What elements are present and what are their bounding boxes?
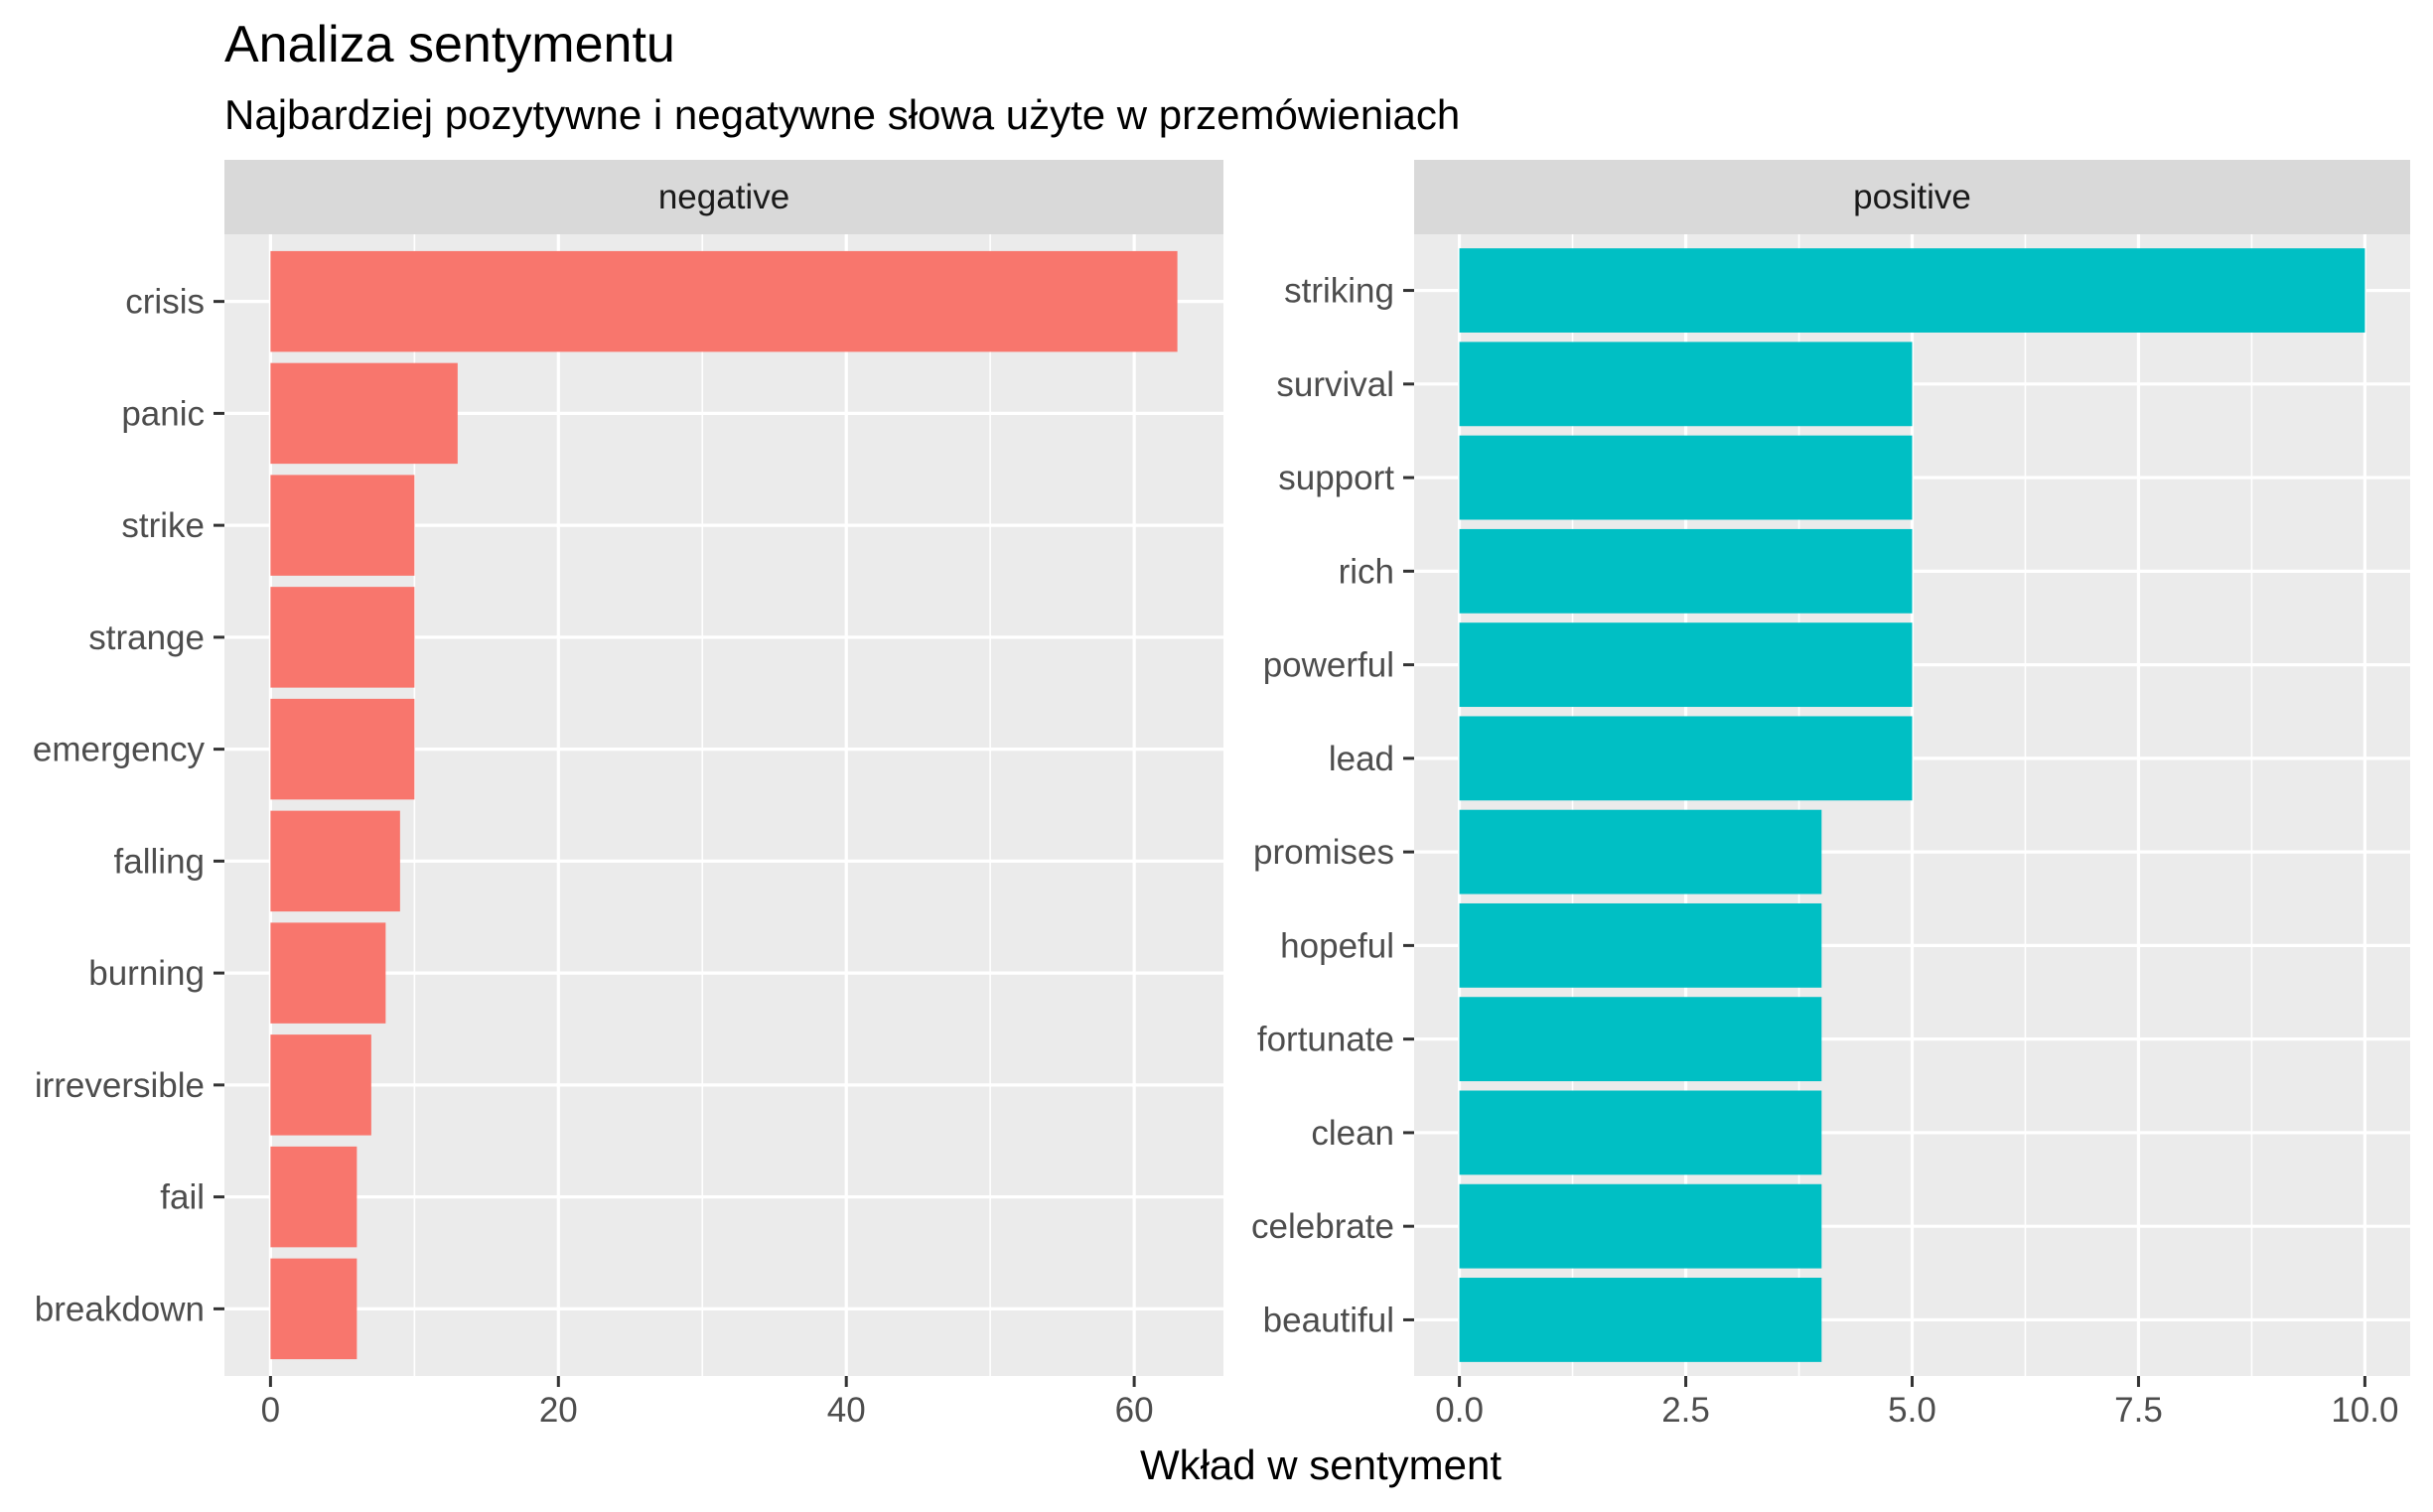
bar-irreversible: [270, 1034, 371, 1136]
bar-rich: [1459, 528, 1913, 614]
y-tick-label: striking: [1284, 272, 1394, 311]
facet-strip-label: negative: [658, 178, 789, 216]
y-tick-label: breakdown: [35, 1290, 205, 1328]
bar-strange: [270, 587, 415, 688]
x-tick-label: 60: [1115, 1391, 1154, 1430]
y-tick-label: strange: [88, 619, 205, 657]
y-tick-label: panic: [121, 394, 205, 433]
y-tick-label: promises: [1253, 833, 1394, 872]
bar-celebrate: [1459, 1183, 1822, 1269]
y-tick-label: crisis: [125, 283, 205, 322]
facet-strip-label: positive: [1853, 178, 1971, 216]
x-tick-label: 10.0: [2331, 1391, 2398, 1430]
y-tick-label: burning: [88, 954, 205, 993]
bar-clean: [1459, 1090, 1822, 1175]
chart-subtitle: Najbardziej pozytywne i negatywne słowa …: [224, 91, 1460, 138]
y-tick-label: support: [1278, 459, 1394, 497]
x-tick-label: 20: [539, 1391, 578, 1430]
facet-strip: [224, 160, 1223, 234]
x-tick-label: 2.5: [1661, 1391, 1710, 1430]
bar-fail: [270, 1146, 358, 1248]
y-tick-label: fortunate: [1257, 1021, 1394, 1059]
facet-positive: positive striking survival support rich power…: [1251, 160, 2410, 1430]
bar-lead: [1459, 716, 1913, 801]
bar-promises: [1459, 809, 1822, 894]
bar-falling: [270, 810, 400, 912]
y-tick-label: powerful: [1263, 646, 1394, 685]
bar-beautiful: [1459, 1278, 1822, 1362]
y-tick-label: survival: [1276, 365, 1394, 404]
y-tick-label: celebrate: [1251, 1207, 1394, 1246]
bar-crisis: [270, 250, 1178, 352]
bar-powerful: [1459, 622, 1913, 708]
y-tick-label: lead: [1329, 740, 1394, 778]
y-tick-label: strike: [121, 506, 205, 545]
x-tick-label: 7.5: [2114, 1391, 2163, 1430]
y-tick-label: clean: [1311, 1114, 1394, 1153]
bar-fortunate: [1459, 997, 1822, 1082]
bar-survival: [1459, 342, 1913, 427]
y-tick-label: falling: [114, 842, 205, 881]
bar-strike: [270, 475, 415, 576]
bar-panic: [270, 362, 458, 465]
x-tick-label: 40: [827, 1391, 866, 1430]
y-tick-label: hopeful: [1280, 926, 1394, 965]
bar-support: [1459, 435, 1913, 520]
y-tick-label: emergency: [33, 731, 206, 769]
facet-negative: negative crisis panic strike strange emergenc…: [33, 160, 1223, 1430]
bar-hopeful: [1459, 902, 1822, 988]
x-tick-label: 0.0: [1435, 1391, 1484, 1430]
x-tick-label: 0: [261, 1391, 280, 1430]
bar-striking: [1459, 248, 2365, 333]
bar-burning: [270, 922, 386, 1024]
facet-strip: [1414, 160, 2410, 234]
bar-emergency: [270, 698, 415, 800]
bar-breakdown: [270, 1258, 358, 1360]
y-tick-label: fail: [160, 1178, 205, 1217]
chart-title: Analiza sentymentu: [224, 16, 675, 73]
y-tick-label: beautiful: [1263, 1301, 1394, 1339]
y-tick-label: irreversible: [35, 1066, 205, 1105]
x-axis-title: Wkład w sentyment: [1140, 1442, 1502, 1488]
x-tick-label: 5.0: [1888, 1391, 1936, 1430]
y-tick-label: rich: [1339, 552, 1394, 591]
